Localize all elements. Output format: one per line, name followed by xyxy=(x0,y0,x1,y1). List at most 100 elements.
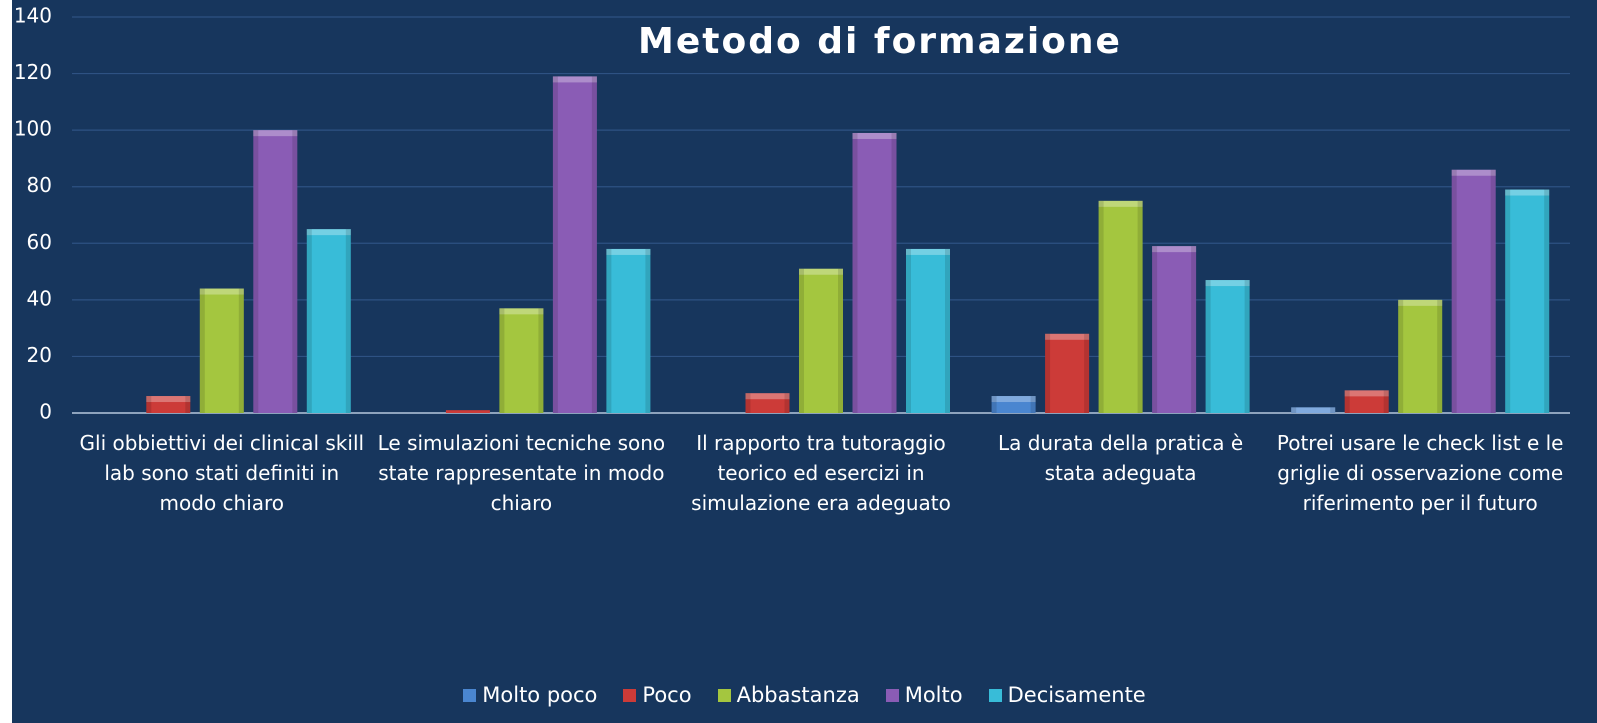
legend-swatch xyxy=(463,688,477,702)
legend-label: Molto xyxy=(904,683,963,707)
y-tick-label: 80 xyxy=(27,173,52,197)
bar-group xyxy=(799,268,843,413)
bar-group xyxy=(1451,169,1496,413)
bar xyxy=(799,268,843,413)
y-tick-label: 60 xyxy=(27,230,52,254)
bar-shade xyxy=(292,130,298,413)
bar-highlight xyxy=(906,248,950,255)
bar-shade xyxy=(1191,246,1197,413)
bar-shade xyxy=(185,396,191,413)
bar xyxy=(499,308,544,413)
legend-item: Decisamente xyxy=(988,683,1146,707)
bar xyxy=(1398,299,1443,413)
bar-group xyxy=(745,393,790,413)
legend: Molto poco Poco Abbastanza Molto Decisamente xyxy=(12,683,1597,707)
bar-shade xyxy=(1344,390,1350,413)
bar-group xyxy=(606,248,651,413)
legend-label: Poco xyxy=(642,683,692,707)
bar-group xyxy=(306,229,351,413)
bar-highlight xyxy=(745,393,790,400)
bar-shade xyxy=(945,248,950,413)
bar-group xyxy=(1098,200,1143,413)
bar-highlight xyxy=(1344,390,1389,397)
bar-group xyxy=(499,308,544,413)
bar-highlight xyxy=(499,308,544,315)
legend-item: Molto poco xyxy=(463,683,597,707)
bar-shade xyxy=(1437,299,1443,413)
bar xyxy=(146,396,191,413)
bar-shade xyxy=(1398,299,1404,413)
bar xyxy=(1505,189,1550,413)
bar-shade xyxy=(991,396,997,413)
bar-shade xyxy=(1030,396,1036,413)
legend-item: Poco xyxy=(623,683,692,707)
bar-shade xyxy=(591,76,597,414)
bar-group xyxy=(1291,407,1336,413)
bar-shade xyxy=(906,248,911,413)
bar xyxy=(306,229,351,413)
x-tick-label: Gli obbiettivi dei clinical skill lab so… xyxy=(79,431,365,515)
bar xyxy=(1152,246,1197,413)
bar-shade xyxy=(238,288,244,413)
bar-group xyxy=(1344,390,1389,413)
bar-highlight xyxy=(1045,333,1090,340)
bar-group xyxy=(146,396,191,413)
legend-swatch xyxy=(885,688,899,702)
bar-highlight xyxy=(991,396,1036,403)
bar-shade xyxy=(538,308,544,413)
legend-label: Molto poco xyxy=(482,683,598,707)
x-tick-label: Le simulazioni tecniche sono state rappr… xyxy=(377,431,666,515)
bar-highlight xyxy=(1505,189,1550,196)
bar-highlight xyxy=(1451,169,1496,176)
bar xyxy=(606,248,651,413)
legend-item: Molto xyxy=(885,683,963,707)
y-tick-label: 40 xyxy=(27,286,52,310)
bar-highlight xyxy=(852,132,897,139)
bar-highlight xyxy=(306,229,351,236)
bar-highlight xyxy=(552,76,597,83)
bar-shade xyxy=(253,130,259,413)
bar-highlight xyxy=(1152,246,1197,253)
bar-group xyxy=(1398,299,1443,413)
bar-shade xyxy=(1098,200,1104,413)
legend-swatch xyxy=(988,688,1002,702)
y-tick-label: 140 xyxy=(14,4,52,28)
bar xyxy=(1045,333,1090,413)
legend-label: Abbastanza xyxy=(736,683,860,707)
bar-shade xyxy=(784,393,790,413)
y-tick-label: 20 xyxy=(27,343,52,367)
bar-group xyxy=(1045,333,1090,413)
bar-shade xyxy=(1244,280,1250,413)
bar-shade xyxy=(1330,407,1336,413)
bar xyxy=(253,130,298,413)
bar-shade xyxy=(1137,200,1143,413)
bar-group xyxy=(253,130,298,413)
bar-highlight xyxy=(1291,407,1336,413)
bar-group xyxy=(852,132,897,413)
bar xyxy=(1205,280,1250,413)
bar-group xyxy=(1152,246,1197,413)
y-tick-label: 100 xyxy=(14,117,52,141)
bar xyxy=(852,132,897,413)
bar-group xyxy=(199,288,244,413)
bar-shade xyxy=(1205,280,1211,413)
bar-group xyxy=(552,76,597,414)
bar-group xyxy=(906,248,950,413)
bar xyxy=(991,396,1036,413)
bar-shade xyxy=(552,76,558,414)
bar-highlight xyxy=(1098,200,1143,207)
bar-highlight xyxy=(606,248,651,255)
bar-group xyxy=(1505,189,1550,413)
bar-group xyxy=(1205,280,1250,413)
bar-shade xyxy=(1084,333,1090,413)
bar-shade xyxy=(1490,169,1496,413)
legend-swatch xyxy=(717,688,731,702)
bar-highlight xyxy=(1398,299,1443,306)
bar-shade xyxy=(146,396,152,413)
bar-shade xyxy=(852,132,858,413)
bar-shade xyxy=(1544,189,1550,413)
x-tick-label: Il rapporto tra tutoraggio teorico ed es… xyxy=(691,431,951,515)
bar-shade xyxy=(1383,390,1389,413)
bar-shade xyxy=(1291,407,1297,413)
